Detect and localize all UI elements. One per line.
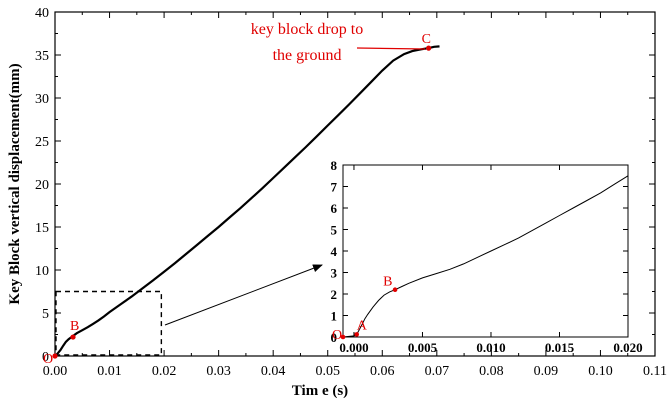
zoom-box (55, 290, 163, 356)
inset-y-tick-label: 7 (331, 180, 338, 195)
inset-point-label-a: A (357, 318, 368, 333)
inset-y-tick-label: 0 (331, 330, 338, 345)
main-x-tick-label: 0.05 (315, 364, 340, 379)
inset-y-tick-label: 8 (331, 158, 338, 173)
inset-x-tick-label: 0.015 (545, 340, 575, 355)
main-point-b (70, 334, 76, 340)
y-axis-title: Key Block vertical displacement(mm) (7, 63, 23, 304)
main-y-tick-label: 15 (35, 221, 49, 236)
main-x-tick-label: 0.00 (43, 364, 68, 379)
main-y-tick-label: 0 (42, 350, 49, 365)
inset-series-line (342, 175, 629, 338)
annotation-line-2: the ground (273, 47, 342, 64)
inset-y-tick-label: 5 (331, 223, 338, 238)
inset-y-tick-labels: 0 1 2 3 4 5 6 7 8 (331, 158, 338, 345)
main-y-tick-label: 25 (35, 135, 49, 150)
inset-point-label-o: O (332, 328, 342, 343)
main-x-tick-labels: 0.00 0.01 0.02 0.03 0.04 0.05 0.06 0.07 0.08 0.09… (43, 364, 667, 379)
inset-y-tick-label: 1 (331, 309, 338, 324)
inset-point-o (340, 334, 346, 340)
inset-background (343, 165, 628, 337)
main-series-line (54, 45, 440, 357)
main-x-tick-label: 0.10 (588, 364, 613, 379)
inset-point-a (354, 332, 360, 337)
main-y-tick-label: 20 (35, 178, 49, 193)
inset-x-tick-label: 0.005 (408, 340, 438, 355)
inset-points: OA B (332, 275, 398, 343)
main-x-tick-label: 0.01 (97, 364, 122, 379)
main-x-tick-label: 0.03 (206, 364, 231, 379)
main-y-tick-label: 10 (35, 264, 49, 279)
main-x-tick-label: 0.04 (261, 364, 286, 379)
main-point-label-c: C (422, 32, 431, 47)
inset-y-tick-label: 4 (331, 244, 338, 259)
inset-y-tick-label: 2 (331, 287, 338, 302)
main-ticks (54, 11, 656, 357)
x-axis-title: Tim e (s) (292, 383, 348, 399)
main-x-tick-label: 0.09 (534, 364, 559, 379)
main-y-tick-labels: 0 5 10 15 20 25 30 35 40 (35, 6, 49, 365)
inset-x-tick-label: 0.000 (339, 340, 368, 355)
main-x-tick-label: 0.06 (370, 364, 395, 379)
main-x-tick-label: 0.02 (152, 364, 177, 379)
inset-point-b (392, 287, 398, 293)
main-point-c (426, 45, 432, 51)
main-points: O B C (43, 32, 432, 367)
main-y-tick-label: 5 (42, 307, 49, 322)
main-y-tick-label: 40 (35, 6, 49, 21)
annotation-line-1: key block drop to (251, 21, 363, 38)
inset-x-tick-labels: 0.000 0.005 0.010 0.015 0.020 (339, 340, 642, 355)
main-point-label-b: B (70, 319, 79, 334)
main-y-tick-label: 30 (35, 92, 49, 107)
main-x-tick-label: 0.08 (479, 364, 504, 379)
main-y-tick-label: 35 (35, 49, 49, 64)
inset-x-tick-label: 0.020 (613, 340, 642, 355)
annotation-leader-line (356, 47, 426, 50)
zoom-arrow (164, 264, 323, 326)
inset-x-tick-label: 0.010 (476, 340, 505, 355)
main-point-o (52, 353, 58, 359)
main-x-tick-label: 0.07 (425, 364, 450, 379)
main-x-tick-label: 0.11 (643, 364, 667, 379)
inset-y-tick-label: 3 (331, 266, 338, 281)
main-point-label-o: O (43, 352, 53, 367)
inset-y-tick-label: 6 (331, 201, 338, 216)
inset-point-label-b: B (383, 275, 392, 290)
